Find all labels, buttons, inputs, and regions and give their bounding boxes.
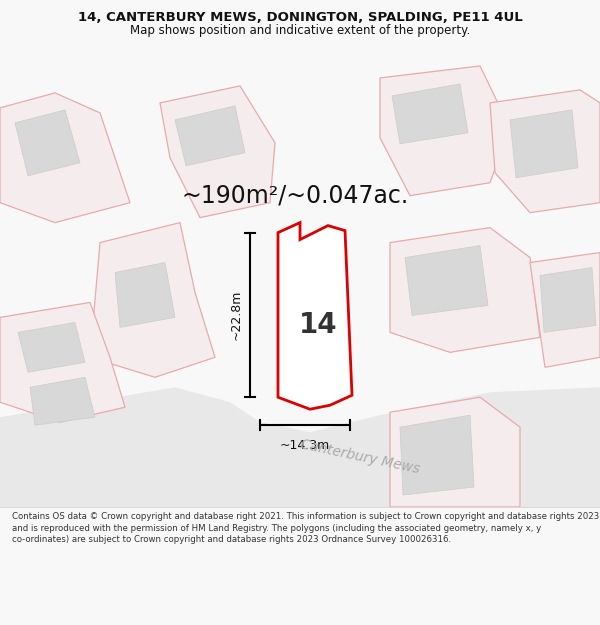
Polygon shape [115,262,175,328]
Text: Map shows position and indicative extent of the property.: Map shows position and indicative extent… [130,24,470,38]
Polygon shape [0,302,125,422]
Polygon shape [160,86,275,217]
Polygon shape [0,93,130,222]
Polygon shape [175,106,245,166]
Polygon shape [15,110,80,176]
Polygon shape [278,222,352,409]
Text: 14, CANTERBURY MEWS, DONINGTON, SPALDING, PE11 4UL: 14, CANTERBURY MEWS, DONINGTON, SPALDING… [77,11,523,24]
Text: Contains OS data © Crown copyright and database right 2021. This information is : Contains OS data © Crown copyright and d… [12,512,599,544]
Text: Canterbury Mews: Canterbury Mews [299,438,421,477]
Polygon shape [390,398,520,507]
Polygon shape [405,246,488,316]
Text: ~190m²/~0.047ac.: ~190m²/~0.047ac. [181,184,409,208]
Text: ~22.8m: ~22.8m [229,290,242,340]
Polygon shape [390,228,540,352]
Polygon shape [510,110,578,178]
Text: 14: 14 [299,311,337,339]
Polygon shape [530,253,600,368]
Polygon shape [540,268,596,332]
Polygon shape [18,322,85,372]
Polygon shape [0,388,600,507]
Polygon shape [30,378,95,425]
Polygon shape [90,222,215,378]
Text: ~14.3m: ~14.3m [280,439,330,452]
Polygon shape [392,84,468,144]
Polygon shape [380,66,510,196]
Polygon shape [400,415,474,495]
Polygon shape [490,90,600,213]
